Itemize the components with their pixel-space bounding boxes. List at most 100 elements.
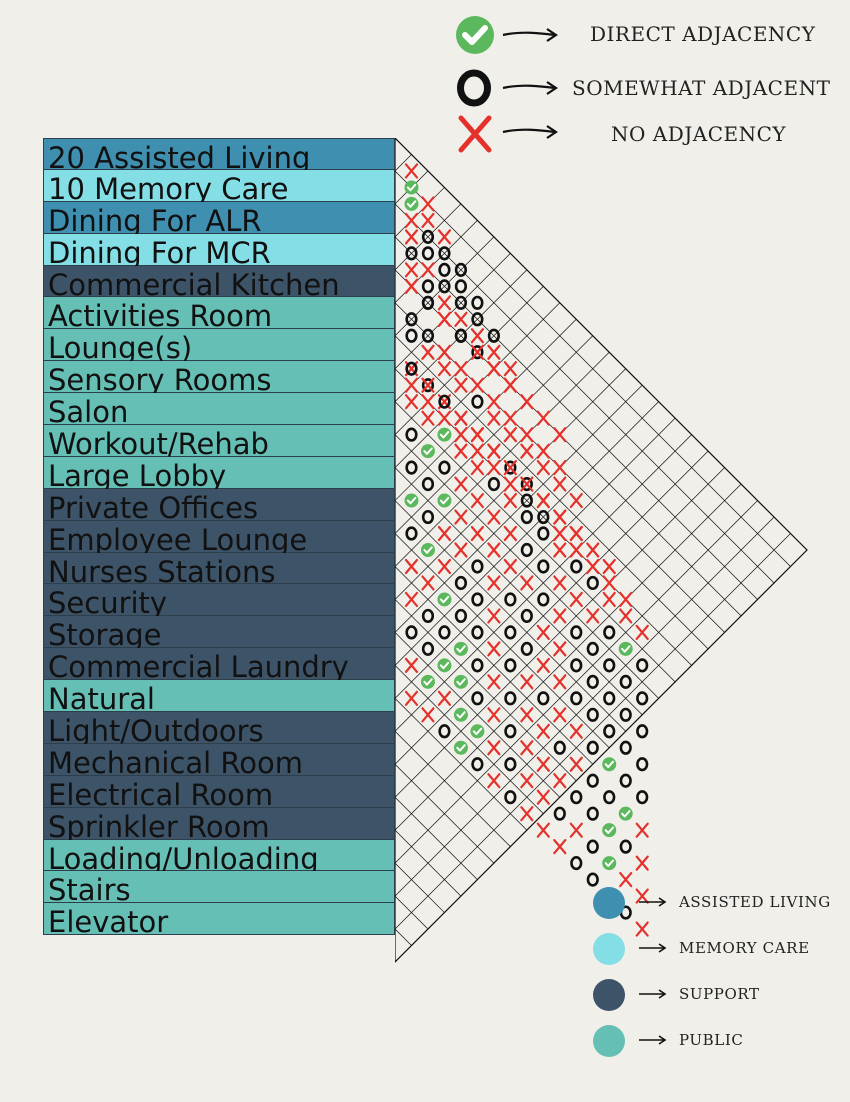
no-adjacency-mark [569,822,583,838]
room-lounge-s: Lounge(s) [43,329,395,364]
direct-adjacency-mark [437,427,452,442]
somewhat-adjacent-mark [504,757,517,772]
room-label: Electrical Room [48,777,274,812]
no-adjacency-mark [470,328,485,344]
category-swatch [593,933,625,965]
no-adjacency-mark [454,361,468,377]
no-adjacency-mark [520,443,534,459]
room-label: Workout/Rehab [48,427,269,462]
somewhat-adjacent-mark [586,575,599,591]
somewhat-adjacent-mark [471,312,484,327]
somewhat-adjacent-mark [603,658,616,673]
no-adjacency-mark [421,262,435,278]
no-adjacency-mark [553,608,567,624]
direct-adjacency-mark [470,724,485,739]
check-circle-icon [456,16,494,54]
room-electrical-room: Electrical Room [43,775,395,812]
room-nurses-stations: Nurses Stations [43,552,395,588]
somewhat-adjacent-mark [405,312,418,327]
somewhat-adjacent-mark [504,658,517,673]
no-adjacency-mark [586,558,600,575]
somewhat-adjacent-mark [421,608,435,624]
no-adjacency-mark [454,427,468,443]
somewhat-adjacent-mark [471,757,484,772]
no-adjacency-mark [487,575,501,591]
direct-adjacency-mark [602,823,617,838]
direct-adjacency-mark [420,674,435,689]
no-adjacency-mark [437,361,452,377]
no-adjacency-mark [404,229,419,245]
category-legend-support: SUPPORT [590,972,840,1018]
room-employee-lounge: Employee Lounge [43,520,395,556]
no-adjacency-mark [553,674,567,690]
room-storage: Storage [43,616,395,651]
no-adjacency-mark [470,525,485,542]
somewhat-adjacent-mark [504,790,517,805]
no-adjacency-mark [404,394,419,410]
somewhat-adjacent-mark [438,246,451,261]
somewhat-adjacent-mark [454,262,468,277]
room-sprinkler-room: Sprinkler Room [43,807,395,843]
direct-adjacency-mark [618,641,633,656]
no-adjacency-mark [569,525,583,542]
no-adjacency-mark [569,591,583,608]
category-swatch [593,979,625,1011]
no-adjacency-mark [437,410,452,426]
no-adjacency-mark [470,492,485,509]
adjacency-matrix [395,138,808,963]
somewhat-adjacent-mark [421,378,435,393]
no-adjacency-mark [602,558,616,575]
somewhat-adjacent-mark [405,427,418,442]
somewhat-adjacent-mark [438,262,451,277]
somewhat-adjacent-mark [405,361,418,376]
arrow-right-icon [639,897,667,907]
no-adjacency-mark [404,377,419,393]
no-adjacency-mark [520,773,534,789]
somewhat-adjacent-mark [586,839,599,854]
no-adjacency-mark [520,394,534,410]
no-adjacency-mark [553,460,567,476]
no-adjacency-mark [470,377,485,393]
arrow-right-icon [502,125,558,139]
somewhat-adjacent-mark [586,872,599,887]
no-adjacency-mark [569,723,583,739]
somewhat-adjacent-mark [471,394,484,409]
no-adjacency-mark [503,460,517,476]
somewhat-adjacent-mark [405,526,418,541]
room-commercial-kitchen: Commercial Kitchen [43,265,395,301]
somewhat-adjacent-mark [553,806,566,821]
no-adjacency-mark [487,608,501,624]
room-light-outdoors: Light/Outdoors [43,712,395,747]
somewhat-adjacent-mark [619,773,632,788]
somewhat-adjacent-mark [454,575,468,591]
somewhat-adjacent-mark [520,509,533,525]
somewhat-adjacent-mark [586,674,599,689]
somewhat-adjacent-mark [520,608,533,624]
category-label: MEMORY CARE [679,939,810,957]
somewhat-adjacent-mark [454,295,468,310]
no-adjacency-mark [586,608,600,624]
no-adjacency-mark [421,377,435,393]
somewhat-adjacent-mark [471,592,484,607]
no-adjacency-mark [536,460,550,476]
somewhat-adjacent-mark [586,806,599,821]
no-adjacency-mark [536,492,550,509]
no-adjacency-mark [454,509,468,525]
no-adjacency-mark [470,344,485,360]
somewhat-adjacent-mark [537,559,550,574]
no-adjacency-mark [487,361,501,377]
x-mark-icon [458,115,492,153]
somewhat-adjacent-mark [438,724,451,739]
somewhat-adjacent-mark [454,279,468,294]
somewhat-adjacent-mark [421,328,435,343]
no-adjacency-mark [553,525,567,542]
no-adjacency-mark [437,525,452,542]
no-adjacency-mark [404,690,419,706]
category-label: PUBLIC [679,1031,744,1049]
no-adjacency-mark [635,624,649,640]
direct-adjacency-mark [453,641,468,656]
no-adjacency-mark [635,888,649,904]
somewhat-adjacent-mark [504,460,517,475]
matrix-grid [395,154,791,946]
no-adjacency-mark [619,591,633,608]
